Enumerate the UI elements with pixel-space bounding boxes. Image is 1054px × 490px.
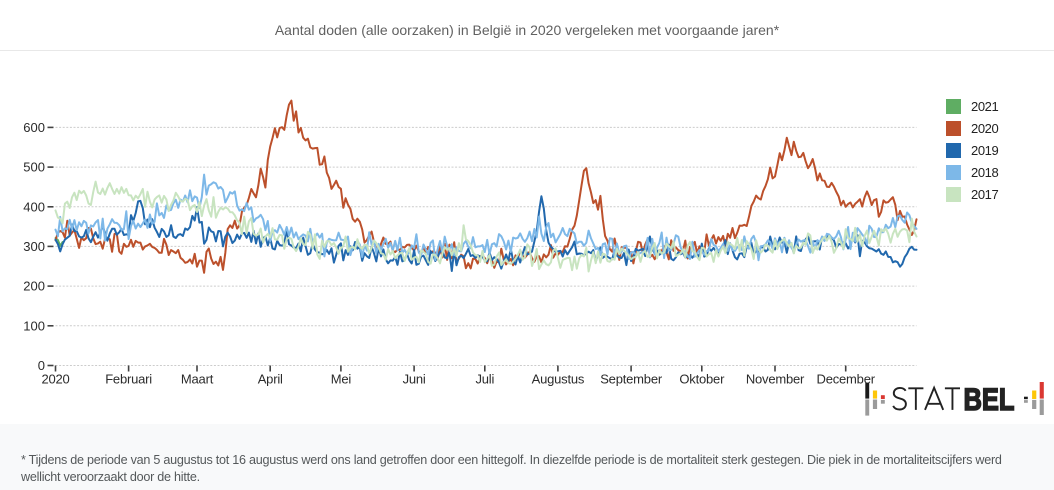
- svg-text:Mei: Mei: [331, 372, 352, 387]
- svg-text:Oktober: Oktober: [679, 372, 725, 387]
- svg-text:November: November: [746, 372, 805, 387]
- svg-text:200: 200: [23, 279, 45, 294]
- svg-text:April: April: [258, 372, 283, 387]
- svg-text:400: 400: [23, 199, 45, 214]
- svg-text:BEL: BEL: [964, 381, 1015, 417]
- svg-text:500: 500: [23, 160, 45, 175]
- svg-text:Juni: Juni: [403, 372, 426, 387]
- svg-text:Augustus: Augustus: [532, 372, 585, 387]
- svg-text:December: December: [817, 372, 876, 387]
- svg-text:300: 300: [23, 239, 45, 254]
- svg-text:Juli: Juli: [475, 372, 494, 387]
- svg-text:0: 0: [38, 358, 45, 373]
- svg-text:September: September: [600, 372, 663, 387]
- svg-text:600: 600: [23, 120, 45, 135]
- svg-text:2020: 2020: [41, 372, 69, 387]
- svg-text:Februari: Februari: [105, 372, 152, 387]
- svg-text:100: 100: [23, 318, 45, 333]
- svg-text:Maart: Maart: [181, 372, 214, 387]
